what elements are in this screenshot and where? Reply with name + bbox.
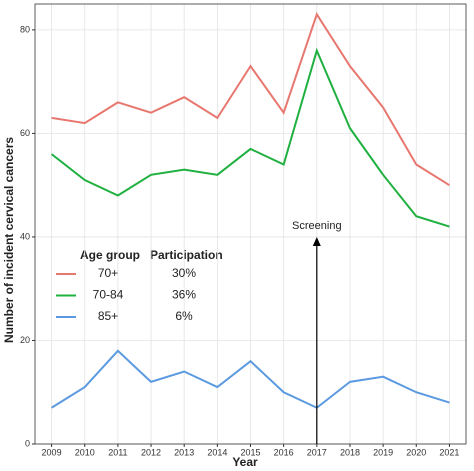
- legend-label: 70+: [98, 266, 118, 280]
- x-tick-label: 2020: [406, 447, 426, 457]
- x-tick-label: 2010: [75, 447, 95, 457]
- x-tick-label: 2015: [240, 447, 260, 457]
- legend-participation: 36%: [172, 288, 196, 302]
- legend-label: 70-84: [93, 288, 124, 302]
- y-tick-label: 20: [20, 335, 30, 345]
- series-line: [50, 47, 450, 228]
- x-tick-label: 2011: [108, 447, 127, 457]
- legend-participation: 6%: [175, 309, 193, 323]
- legend-participation-title: Participation: [150, 248, 223, 262]
- x-tick-label: 2016: [274, 447, 294, 457]
- x-tick-label: 2019: [373, 447, 393, 457]
- series-line: [51, 349, 450, 409]
- x-tick-label: 2013: [174, 447, 194, 457]
- legend-participation: 30%: [172, 266, 196, 280]
- legend-label: 85+: [98, 309, 118, 323]
- y-tick-label: 80: [20, 24, 30, 34]
- x-tick-label: 2021: [439, 447, 459, 457]
- plot-border: [34, 3, 467, 445]
- x-axis-label: Year: [232, 455, 258, 469]
- x-tick-label: 2009: [42, 447, 62, 457]
- legend-title: Age group: [80, 248, 140, 262]
- annotation-text: Screening: [292, 220, 342, 232]
- x-tick-label: 2012: [141, 447, 161, 457]
- grid: [35, 4, 466, 445]
- series-line: [51, 12, 450, 187]
- y-tick-label: 0: [25, 438, 30, 448]
- y-axis-label: Number of incident cervical cancers: [2, 137, 16, 343]
- y-tick-label: 60: [20, 128, 30, 138]
- x-tick-label: 2017: [307, 447, 327, 457]
- arrow-head: [312, 236, 321, 246]
- y-tick-label: 40: [20, 231, 30, 241]
- x-tick-label: 2014: [207, 447, 227, 457]
- x-tick-label: 2018: [340, 447, 360, 457]
